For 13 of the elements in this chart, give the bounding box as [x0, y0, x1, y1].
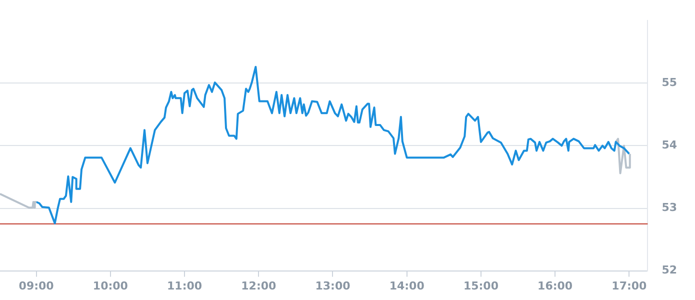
x-tick-label: 17:00 — [612, 279, 648, 292]
y-tick-label: 54 — [662, 138, 678, 152]
x-tick-label: 13:00 — [315, 279, 351, 292]
x-tick-label: 10:00 — [92, 279, 128, 292]
y-tick-label: 52 — [662, 264, 678, 277]
x-tick-label: 16:00 — [538, 279, 573, 292]
x-tick-label: 11:00 — [167, 279, 202, 292]
x-tick-label: 14:00 — [389, 279, 425, 292]
x-tick-label: 09:00 — [18, 279, 54, 292]
y-tick-label: 55 — [662, 76, 678, 90]
y-tick-label: 53 — [662, 201, 678, 214]
x-tick-label: 12:00 — [241, 279, 276, 292]
x-tick-label: 15:00 — [463, 279, 499, 292]
